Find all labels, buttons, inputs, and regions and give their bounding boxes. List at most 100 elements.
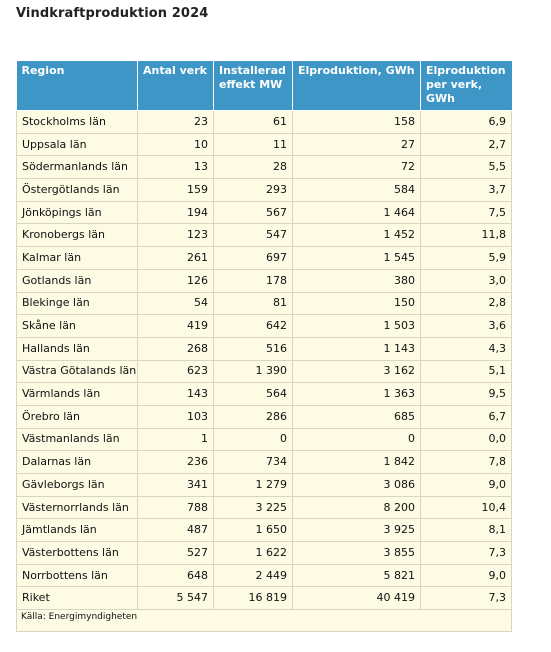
column-header-production: Elproduktion, GWh bbox=[292, 61, 421, 111]
cell-installed-capacity: 81 bbox=[213, 291, 293, 316]
cell-turbine-count: 103 bbox=[137, 404, 214, 429]
table-row: Västmanlands län 1 0 0 0,0 bbox=[16, 427, 512, 452]
cell-region: Uppsala län bbox=[16, 132, 138, 157]
cell-turbine-count: 648 bbox=[137, 563, 214, 588]
cell-region: Hallands län bbox=[16, 336, 138, 361]
cell-production-per-turbine: 4,3 bbox=[420, 336, 512, 361]
table-row: Dalarnas län 236 734 1 842 7,8 bbox=[16, 450, 512, 474]
cell-region: Västerbottens län bbox=[16, 541, 138, 565]
table-row: Jämtlands län 487 1 650 3 925 8,1 bbox=[16, 518, 512, 543]
cell-region: Kalmar län bbox=[16, 246, 138, 270]
cell-region: Gotlands län bbox=[16, 268, 138, 293]
cell-production: 150 bbox=[292, 291, 421, 316]
table-row: Skåne län 419 642 1 503 3,6 bbox=[16, 314, 512, 338]
cell-region: Värmlands län bbox=[16, 382, 138, 406]
cell-region: Östergötlands län bbox=[16, 178, 138, 202]
column-header-turbine-count: Antal verk bbox=[137, 61, 214, 111]
cell-region: Kronobergs län bbox=[16, 223, 138, 248]
cell-region: Örebro län bbox=[16, 404, 138, 429]
table-row: Blekinge län 54 81 150 2,8 bbox=[16, 291, 512, 316]
cell-production-per-turbine: 2,7 bbox=[420, 132, 512, 157]
table-row: Örebro län 103 286 685 6,7 bbox=[16, 404, 512, 429]
cell-production-per-turbine: 11,8 bbox=[420, 223, 512, 248]
cell-production-per-turbine: 3,7 bbox=[420, 178, 512, 202]
cell-production: 40 419 bbox=[292, 586, 421, 611]
cell-installed-capacity: 3 225 bbox=[213, 495, 293, 520]
cell-turbine-count: 419 bbox=[137, 314, 214, 338]
cell-installed-capacity: 61 bbox=[213, 110, 293, 134]
cell-region: Norrbottens län bbox=[16, 563, 138, 588]
cell-production: 1 464 bbox=[292, 200, 421, 225]
table-row: Värmlands län 143 564 1 363 9,5 bbox=[16, 382, 512, 406]
table-row: Uppsala län 10 11 27 2,7 bbox=[16, 132, 512, 157]
cell-turbine-count: 623 bbox=[137, 359, 214, 384]
cell-installed-capacity: 697 bbox=[213, 246, 293, 270]
cell-turbine-count: 126 bbox=[137, 268, 214, 293]
cell-turbine-count: 194 bbox=[137, 200, 214, 225]
cell-production-per-turbine: 3,0 bbox=[420, 268, 512, 293]
cell-turbine-count: 10 bbox=[137, 132, 214, 157]
cell-production-per-turbine: 9,5 bbox=[420, 382, 512, 406]
cell-installed-capacity: 564 bbox=[213, 382, 293, 406]
table-row-total: Riket 5 547 16 819 40 419 7,3 bbox=[16, 586, 512, 611]
cell-region: Jönköpings län bbox=[16, 200, 138, 225]
cell-region: Jämtlands län bbox=[16, 518, 138, 543]
cell-production: 3 855 bbox=[292, 541, 421, 565]
header-row: Region Antal verk Installerad effekt MW … bbox=[16, 61, 512, 111]
cell-production: 158 bbox=[292, 110, 421, 134]
cell-production: 685 bbox=[292, 404, 421, 429]
table-row: Västra Götalands län 623 1 390 3 162 5,1 bbox=[16, 359, 512, 384]
cell-production: 3 162 bbox=[292, 359, 421, 384]
source-note: Källa: Energimyndigheten bbox=[16, 609, 512, 633]
cell-installed-capacity: 2 449 bbox=[213, 563, 293, 588]
cell-turbine-count: 143 bbox=[137, 382, 214, 406]
cell-production: 1 452 bbox=[292, 223, 421, 248]
cell-region: Västernorrlands län bbox=[16, 495, 138, 520]
cell-region: Västra Götalands län bbox=[16, 359, 138, 384]
cell-production-per-turbine: 5,9 bbox=[420, 246, 512, 270]
cell-production-per-turbine: 8,1 bbox=[420, 518, 512, 543]
source-row: Källa: Energimyndigheten bbox=[16, 609, 512, 633]
cell-production: 8 200 bbox=[292, 495, 421, 520]
cell-region: Blekinge län bbox=[16, 291, 138, 316]
cell-installed-capacity: 516 bbox=[213, 336, 293, 361]
cell-production: 1 842 bbox=[292, 450, 421, 474]
cell-production-per-turbine: 7,8 bbox=[420, 450, 512, 474]
table-row: Hallands län 268 516 1 143 4,3 bbox=[16, 336, 512, 361]
table-row: Jönköpings län 194 567 1 464 7,5 bbox=[16, 200, 512, 225]
table-row: Södermanlands län 13 28 72 5,5 bbox=[16, 155, 512, 180]
cell-turbine-count: 159 bbox=[137, 178, 214, 202]
cell-turbine-count: 487 bbox=[137, 518, 214, 543]
cell-installed-capacity: 178 bbox=[213, 268, 293, 293]
cell-region: Stockholms län bbox=[16, 110, 138, 134]
table-row: Gävleborgs län 341 1 279 3 086 9,0 bbox=[16, 473, 512, 497]
cell-installed-capacity: 293 bbox=[213, 178, 293, 202]
cell-production-per-turbine: 6,9 bbox=[420, 110, 512, 134]
cell-installed-capacity: 28 bbox=[213, 155, 293, 180]
cell-turbine-count: 341 bbox=[137, 473, 214, 497]
cell-installed-capacity: 11 bbox=[213, 132, 293, 157]
cell-region: Riket bbox=[16, 586, 138, 611]
cell-region: Västmanlands län bbox=[16, 427, 138, 452]
cell-installed-capacity: 734 bbox=[213, 450, 293, 474]
cell-turbine-count: 5 547 bbox=[137, 586, 214, 611]
cell-region: Södermanlands län bbox=[16, 155, 138, 180]
cell-turbine-count: 54 bbox=[137, 291, 214, 316]
cell-installed-capacity: 642 bbox=[213, 314, 293, 338]
cell-installed-capacity: 547 bbox=[213, 223, 293, 248]
cell-production-per-turbine: 3,6 bbox=[420, 314, 512, 338]
cell-installed-capacity: 0 bbox=[213, 427, 293, 452]
cell-production: 3 086 bbox=[292, 473, 421, 497]
cell-installed-capacity: 1 622 bbox=[213, 541, 293, 565]
cell-production-per-turbine: 5,5 bbox=[420, 155, 512, 180]
cell-production-per-turbine: 10,4 bbox=[420, 495, 512, 520]
table-row: Kalmar län 261 697 1 545 5,9 bbox=[16, 246, 512, 270]
cell-turbine-count: 261 bbox=[137, 246, 214, 270]
cell-turbine-count: 268 bbox=[137, 336, 214, 361]
cell-turbine-count: 788 bbox=[137, 495, 214, 520]
cell-production-per-turbine: 9,0 bbox=[420, 473, 512, 497]
wind-power-table: Region Antal verk Installerad effekt MW … bbox=[16, 61, 512, 633]
column-header-installed-capacity: Installerad effekt MW bbox=[213, 61, 293, 111]
cell-production: 1 503 bbox=[292, 314, 421, 338]
cell-production-per-turbine: 7,3 bbox=[420, 586, 512, 611]
